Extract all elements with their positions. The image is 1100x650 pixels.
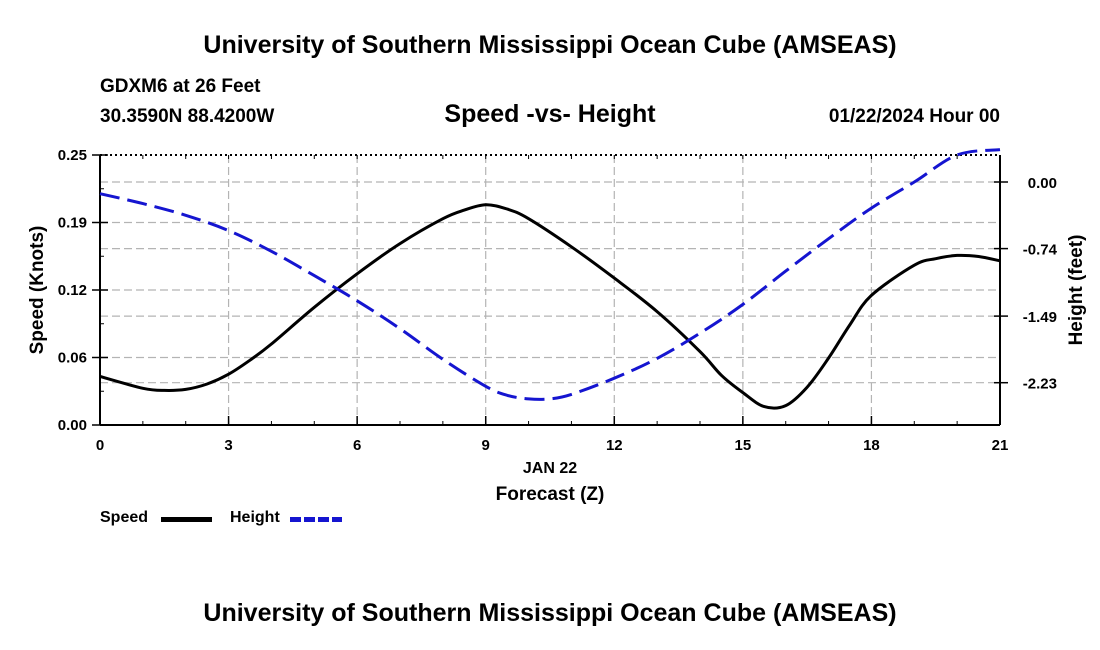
- y2-tick-label: -2.23: [1023, 376, 1057, 393]
- y2-tick-label: -1.49: [1023, 309, 1057, 326]
- footer-title: University of Southern Mississippi Ocean…: [203, 599, 897, 627]
- y-tick-label: 0.25: [58, 147, 87, 164]
- chart-title: University of Southern Mississippi Ocean…: [203, 31, 897, 59]
- x-tick-label: 21: [992, 437, 1009, 454]
- x-tick-label: 9: [482, 437, 490, 454]
- chart-subtitle: Speed -vs- Height: [444, 100, 656, 128]
- y2-axis-title: Height (feet): [1066, 235, 1087, 346]
- y-tick-label: 0.06: [58, 350, 87, 367]
- x-tick-label: 18: [863, 437, 880, 454]
- legend-speed-swatch: [161, 517, 212, 522]
- legend-speed-label: Speed: [100, 509, 149, 526]
- x-tick-label: 0: [96, 437, 104, 454]
- x-axis-date-label: JAN 22: [523, 460, 577, 477]
- station-coordinates: 30.3590N 88.4200W: [100, 106, 275, 127]
- y2-tick-label: 0.00: [1028, 175, 1057, 192]
- forecast-datetime: 01/22/2024 Hour 00: [828, 106, 1000, 127]
- series-line-height: [99, 148, 1001, 401]
- legend-height-label: Height: [230, 509, 280, 526]
- x-tick-label: 12: [606, 437, 623, 454]
- x-tick-label: 15: [735, 437, 752, 454]
- y-tick-label: 0.00: [58, 417, 87, 434]
- station-label: GDXM6 at 26 Feet: [100, 76, 261, 97]
- y-tick-label: 0.19: [58, 215, 87, 232]
- legend-height-swatch: [290, 517, 342, 522]
- x-tick-label: 3: [224, 437, 232, 454]
- series-line-speed: [99, 203, 1001, 410]
- y-axis-title: Speed (Knots): [27, 226, 48, 355]
- x-axis-title: Forecast (Z): [496, 484, 605, 505]
- y2-tick-label: -0.74: [1023, 242, 1058, 259]
- x-tick-label: 6: [353, 437, 361, 454]
- y-tick-label: 0.12: [58, 282, 87, 299]
